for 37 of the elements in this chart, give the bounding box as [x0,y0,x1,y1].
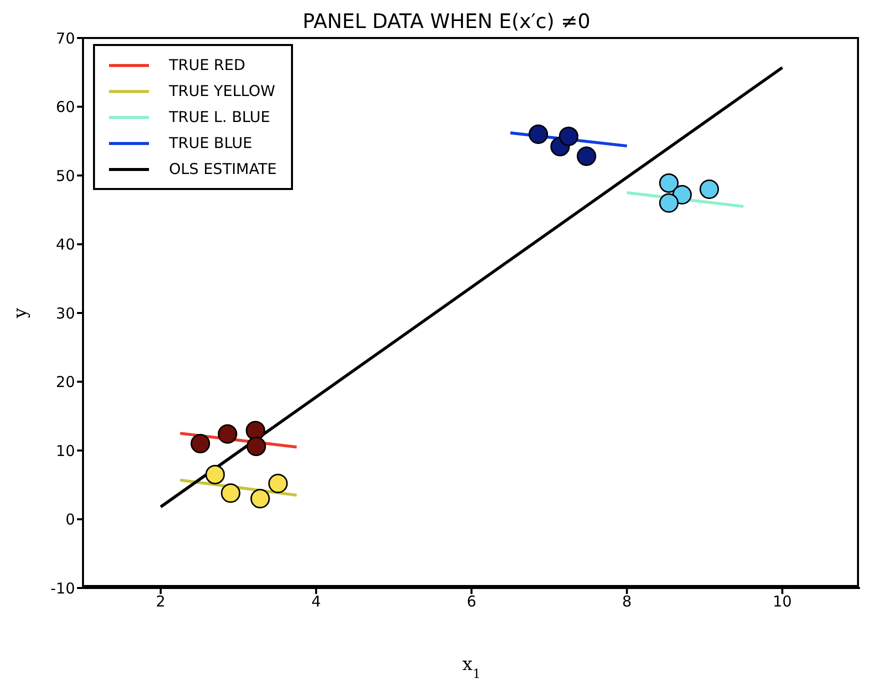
point [190,434,210,454]
point [205,464,225,484]
point [672,185,692,204]
point [268,474,288,494]
x-tick-label: 4 [311,592,321,611]
y-tick-label: 60 [56,98,75,116]
legend-label: TRUE BLUE [169,134,252,152]
legend-label: TRUE L. BLUE [169,108,270,126]
point [218,424,238,444]
x-tick-label: 10 [772,592,792,611]
point [250,488,270,508]
point [659,193,679,213]
point [700,180,720,199]
point [659,173,679,193]
x-tick-label: 8 [622,592,632,611]
y-tick-label: -10 [50,579,75,598]
point [576,146,596,166]
point [528,124,548,144]
x-tick-label: 6 [466,592,476,611]
y-tick-label: 0 [65,510,75,529]
point [246,436,266,456]
x-axis-title: x$_{1}$ [462,654,481,680]
point [246,420,266,440]
chart-title: PANEL DATA WHEN E(x′c) ≠0 [302,9,590,33]
point [220,483,240,503]
y-tick-label: 40 [56,236,75,254]
y-tick-label: 20 [56,373,75,392]
point [558,126,578,146]
legend-label: OLS ESTIMATE [169,160,277,178]
y-axis-title: y [10,307,31,320]
y-tick-label: 50 [56,166,75,185]
y-tick-label: 30 [56,304,75,322]
x-tick-label: 2 [156,592,166,611]
legend-label: TRUE YELLOW [169,82,276,100]
y-tick-label: 70 [56,29,75,48]
legend-label: TRUE RED [169,56,246,74]
y-tick-label: 10 [56,442,75,460]
